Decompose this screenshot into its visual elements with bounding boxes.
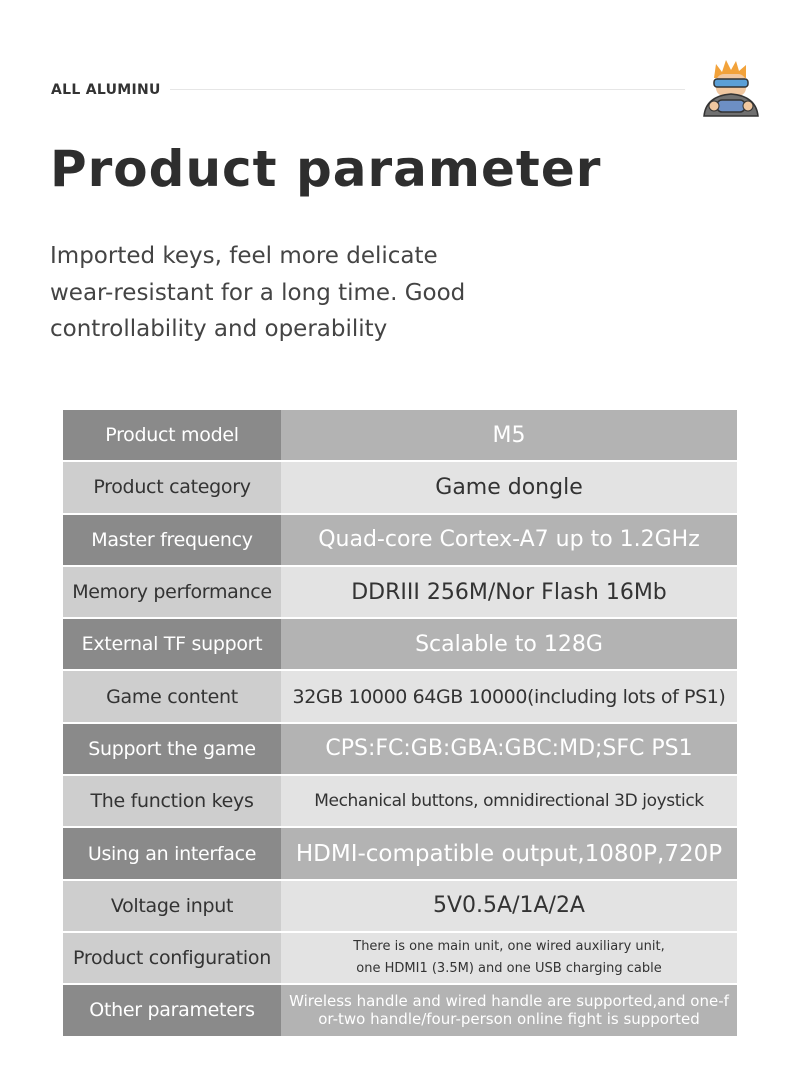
- param-value: CPS:FC:GB:GBA:GBC:MD;SFC PS1: [281, 723, 737, 775]
- param-value: M5: [281, 410, 737, 461]
- param-value: Game dongle: [281, 462, 737, 513]
- table-row: Support the game CPS:FC:GB:GBA:GBC:MD;SFC…: [63, 723, 737, 775]
- section-label: ALL ALUMINU: [51, 82, 161, 98]
- table-row: Master frequency Quad-core Cortex-A7 up t…: [63, 514, 737, 565]
- table-row: Product configuration There is one main u…: [63, 932, 737, 984]
- description: Imported keys, feel more delicate wear-r…: [50, 243, 466, 342]
- param-key: Memory performance: [63, 566, 281, 618]
- param-value: Scalable to 128G: [281, 619, 737, 670]
- table-row: The function keys Mechanical buttons, omn…: [63, 776, 737, 827]
- param-key: Game content: [63, 671, 281, 722]
- table-row: Product model M5: [63, 410, 737, 461]
- table-row: Voltage input 5V0.5A/1A/2A: [63, 880, 737, 931]
- gamer-mascot-icon: [703, 60, 759, 117]
- table-row: Memory performance DDRIII 256M/Nor Flash …: [63, 566, 737, 618]
- parameter-table: Product model M5 Product category Game don…: [63, 408, 737, 1038]
- param-key: Product model: [63, 410, 281, 461]
- param-key: Product configuration: [63, 932, 281, 984]
- param-key: Master frequency: [63, 514, 281, 565]
- param-value: 32GB 10000 64GB 10000(including lots of …: [281, 671, 737, 722]
- param-key: External TF support: [63, 619, 281, 670]
- table-row: Other parameters Wireless handle and wire…: [63, 985, 737, 1036]
- param-value: Mechanical buttons, omnidirectional 3D j…: [281, 776, 737, 827]
- param-value: Quad-core Cortex-A7 up to 1.2GHz: [281, 514, 737, 565]
- param-value: Wireless handle and wired handle are sup…: [281, 985, 737, 1036]
- param-value: DDRIII 256M/Nor Flash 16Mb: [281, 566, 737, 618]
- param-value: HDMI-compatible output,1080P,720P: [281, 828, 737, 879]
- param-key: The function keys: [63, 776, 281, 827]
- divider: [170, 89, 685, 90]
- param-value: There is one main unit, one wired auxili…: [281, 932, 737, 984]
- param-value: 5V0.5A/1A/2A: [281, 880, 737, 931]
- param-key: Support the game: [63, 723, 281, 775]
- page-title: Product parameter: [50, 140, 602, 198]
- param-key: Product category: [63, 462, 281, 513]
- table-row: External TF support Scalable to 128G: [63, 619, 737, 670]
- table-row: Game content 32GB 10000 64GB 10000(includ…: [63, 671, 737, 722]
- table-row: Using an interface HDMI-compatible output…: [63, 828, 737, 879]
- param-key: Using an interface: [63, 828, 281, 879]
- param-key: Other parameters: [63, 985, 281, 1036]
- param-key: Voltage input: [63, 880, 281, 931]
- table-row: Product category Game dongle: [63, 462, 737, 513]
